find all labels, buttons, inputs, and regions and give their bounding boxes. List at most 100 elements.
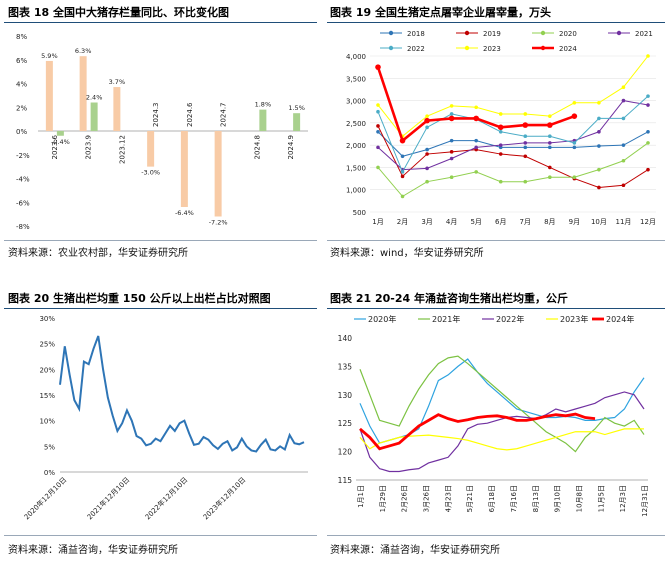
chart19-data-point xyxy=(597,185,601,190)
chart18-bar xyxy=(180,131,188,207)
chart20-y-tick-label: 30% xyxy=(39,315,55,323)
chart19-data-point xyxy=(473,115,479,122)
chart19-legend-marker xyxy=(464,45,470,51)
chart19-y-tick-label: 2,500 xyxy=(346,120,366,128)
chart19-legend-marker xyxy=(388,30,394,36)
chart18-source-rule xyxy=(4,240,317,241)
chart19-data-point xyxy=(572,141,577,145)
chart21-source: 资料来源：涌益咨询，华安证券研究所 xyxy=(330,545,500,556)
chart18-bar xyxy=(147,131,155,167)
chart19-data-point xyxy=(424,117,430,124)
chart19-source: 资料来源：wind，华安证券研究所 xyxy=(330,248,484,259)
chart19-x-tick-label: 9月 xyxy=(569,218,580,226)
chart18-title: 图表 18 全国中大猪存栏量同比、环比变化图 xyxy=(8,6,229,19)
chart19-x-tick-label: 2月 xyxy=(397,218,408,226)
chart18-bar xyxy=(79,56,87,131)
chart20-y-tick-label: 10% xyxy=(39,418,55,426)
chart19-data-point xyxy=(498,129,503,134)
chart19-data-point xyxy=(376,129,380,134)
chart19-data-point xyxy=(400,154,405,159)
chart21-x-tick-label: 10月8日 xyxy=(575,485,583,512)
chart20-x-tick-label: 2021年12月10日 xyxy=(85,475,131,521)
chart19-data-point xyxy=(621,143,626,147)
chart20-y-tick-label: 5% xyxy=(44,443,55,451)
chart21-x-tick-label: 9月10日 xyxy=(554,485,562,512)
chart19-legend-label: 2018 xyxy=(407,30,425,38)
chart20-title: 图表 20 生猪出栏均重 150 公斤以上出栏占比对照图 xyxy=(8,292,271,305)
chart18-bar xyxy=(45,60,53,131)
chart21-y-tick-label: 120 xyxy=(338,448,353,457)
chart19-y-tick-label: 4,000 xyxy=(346,53,366,61)
chart19-data-point xyxy=(571,113,578,119)
chart19-x-tick-label: 3月 xyxy=(421,218,432,226)
chart19-x-tick-label: 4月 xyxy=(446,218,457,226)
chart18-y-tick-label: -6% xyxy=(16,199,30,207)
chart19-data-point xyxy=(498,143,503,147)
chart18-data-label: -3.0% xyxy=(141,169,160,177)
chart18-data-label: -0.4% xyxy=(51,138,70,146)
chart21-y-tick-label: 135 xyxy=(338,362,353,371)
chart19-data-point xyxy=(376,109,380,114)
chart21-x-tick-label: 12月31日 xyxy=(641,485,649,517)
chart19-data-point xyxy=(548,134,552,139)
chart20-series-line xyxy=(59,335,305,453)
chart21-source-rule xyxy=(327,535,665,536)
chart20-line-chart: 0% 5% 10% 15% 20% 25% 30% 2020年12月10日 2021年12月10… xyxy=(22,315,308,521)
chart19-data-point xyxy=(523,134,528,139)
chart18-y-tick-label: -8% xyxy=(16,223,30,231)
chart21-series-line xyxy=(359,412,596,451)
chart19-data-point xyxy=(497,124,504,131)
chart21-legend-label: 2021年 xyxy=(432,314,460,324)
chart18-y-tick-label: 4% xyxy=(16,81,27,89)
chart18-data-label: 6.3% xyxy=(75,47,92,55)
chart19-data-point xyxy=(425,166,429,171)
chart19-data-point xyxy=(425,147,429,152)
chart19-data-point xyxy=(375,64,381,70)
chart18-x-tick-label: 2023.9 xyxy=(85,135,93,160)
chart21-x-tick-label: 4月23日 xyxy=(444,485,452,512)
chart19-data-point xyxy=(376,103,380,107)
chart19-data-point xyxy=(597,144,601,148)
chart21-title: 图表 21 20-24 年涌益咨询生猪出栏均重，公斤 xyxy=(330,292,568,305)
chart19-legend-label: 2020 xyxy=(559,30,577,38)
chart18-x-tick-label: 2024.7 xyxy=(220,103,228,128)
chart20-x-tick-label: 2023年12月10日 xyxy=(201,475,247,521)
chart19-x-tick-label: 6月 xyxy=(495,218,506,226)
chart19-data-point xyxy=(522,122,529,128)
chart19-legend-label: 2024 xyxy=(559,45,577,53)
chart18-x-tick-label: 2024.3 xyxy=(152,103,160,128)
chart21-series-line xyxy=(359,355,645,453)
chart18-data-label: -6.4% xyxy=(175,209,194,217)
chart19-series-line xyxy=(377,95,649,174)
chart18-y-tick-label: -2% xyxy=(16,152,30,160)
chart18-bar xyxy=(56,131,64,136)
chart20-y-tick-label: 25% xyxy=(39,341,55,349)
chart21-series-line xyxy=(359,391,645,473)
chart21-y-tick-label: 140 xyxy=(338,334,353,343)
chart18-x-tick-label: 2024.6 xyxy=(186,102,194,127)
chart19-data-point xyxy=(449,156,454,161)
chart19-data-point xyxy=(621,85,626,89)
chart19-data-point xyxy=(400,170,405,174)
chart19-legend-label: 2021 xyxy=(635,30,653,38)
chart19-legend-label: 2022 xyxy=(407,45,425,53)
chart19-data-point xyxy=(523,141,528,145)
chart18-data-label: 5.9% xyxy=(41,52,58,60)
chart18-bar xyxy=(259,109,267,131)
chart19-data-point xyxy=(646,54,650,58)
chart18-y-tick-label: 8% xyxy=(16,33,27,41)
chart19-data-point xyxy=(498,112,503,116)
chart18-data-label: -7.2% xyxy=(209,219,228,227)
chart21-y-tick-label: 125 xyxy=(338,419,353,428)
chart18-data-label: 1.8% xyxy=(255,101,272,109)
chart19-data-point xyxy=(548,165,552,170)
chart19-data-point xyxy=(449,175,454,180)
chart19-data-point xyxy=(474,145,478,150)
chart19-x-tick-label: 10月 xyxy=(591,218,607,226)
chart19-legend-label: 2019 xyxy=(483,30,501,38)
chart19-data-point xyxy=(376,145,380,150)
chart21-x-tick-label: 3月26日 xyxy=(423,485,431,512)
chart18-y-tick-label: 6% xyxy=(16,57,27,65)
chart19-data-point xyxy=(376,165,380,170)
chart21-x-tick-label: 8月13日 xyxy=(532,485,540,512)
